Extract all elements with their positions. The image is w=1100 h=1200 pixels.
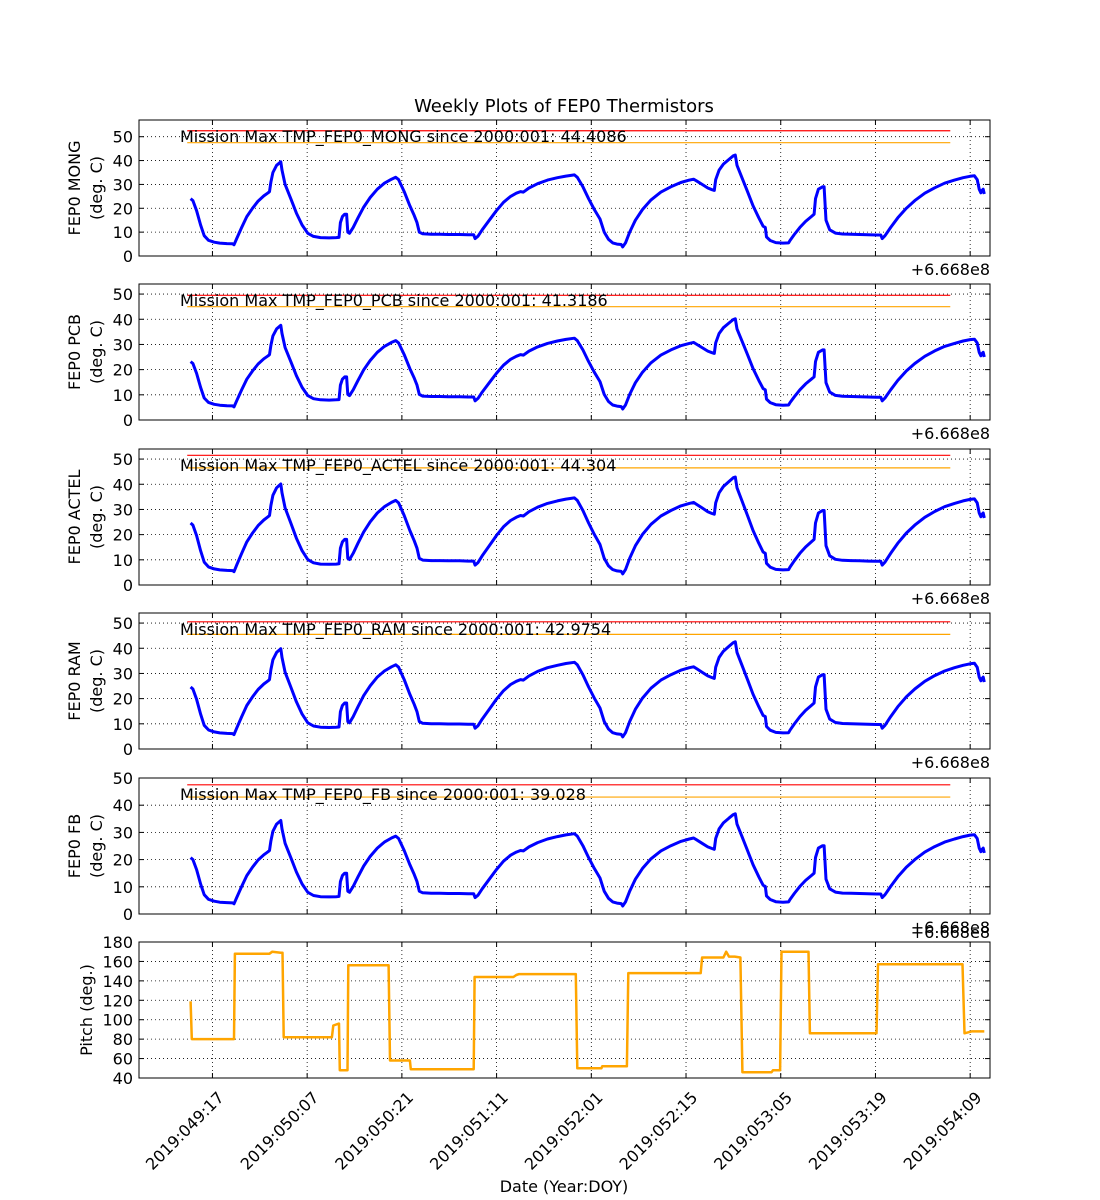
panel-0: 0 10 20 30 40 50 Mission Max TMP_FEP0_MONG sin… <box>65 119 991 279</box>
y-tick-label: 10 <box>113 715 133 734</box>
y-tick-label: 0 <box>123 576 133 595</box>
y-tick-label: 0 <box>123 247 133 266</box>
y-tick-label: 140 <box>102 972 133 991</box>
x-offset-label: +6.668e8 <box>911 424 990 443</box>
y-tick-label: 20 <box>113 199 133 218</box>
y-tick-label: 0 <box>123 905 133 924</box>
y-tick-label: 40 <box>113 475 133 494</box>
y-tick-label: 40 <box>113 1069 133 1088</box>
y-tick-label: 50 <box>113 285 133 304</box>
y-tick-label: 20 <box>113 851 133 870</box>
y-tick-label: 20 <box>113 526 133 545</box>
x-offset-label: +6.668e8 <box>911 589 990 608</box>
x-offset-label: +6.668e8 <box>911 918 990 937</box>
y-tick-label: 40 <box>113 152 133 171</box>
y-tick-label: 30 <box>113 335 133 354</box>
axes-frame <box>138 777 991 915</box>
axes-frame <box>138 283 991 421</box>
temperature-series-line <box>189 317 986 411</box>
y-axis-label: FEP0 MONG (deg. C) <box>65 141 106 236</box>
y-tick-label: 0 <box>123 740 133 759</box>
y-tick-label: 30 <box>113 500 133 519</box>
y-tick-label: 40 <box>113 796 133 815</box>
y-tick-label: 10 <box>113 551 133 570</box>
axes-frame <box>138 119 991 257</box>
temperature-series-line <box>189 475 986 576</box>
y-axis-label: FEP0 ACTEL (deg. C) <box>65 469 106 564</box>
mission-max-annotation: Mission Max TMP_FEP0_ACTEL since 2000:00… <box>180 456 616 476</box>
x-tick-label: 2019:054:09 <box>900 1088 986 1174</box>
y-axis-label: FEP0 RAM (deg. C) <box>65 641 106 720</box>
y-tick-label: 50 <box>113 614 133 633</box>
y-tick-label: 180 <box>102 933 133 952</box>
mission-max-annotation: Mission Max TMP_FEP0_RAM since 2000:001:… <box>180 620 611 640</box>
temperature-series-line <box>189 640 986 739</box>
x-offset-label: +6.668e8 <box>911 260 990 279</box>
y-tick-label: 50 <box>113 769 133 788</box>
x-tick-label: 2019:053:19 <box>805 1088 891 1174</box>
y-tick-label: 50 <box>113 128 133 147</box>
y-axis-label: Pitch (deg.) <box>77 964 96 1056</box>
y-tick-label: 0 <box>123 411 133 430</box>
x-tick-label: 2019:052:01 <box>521 1088 607 1174</box>
mission-max-annotation: Mission Max TMP_FEP0_FB since 2000:001: … <box>180 785 586 805</box>
x-axis-label: Date (Year:DOY) <box>500 1177 629 1196</box>
x-tick-label: 2019:049:17 <box>142 1088 228 1174</box>
figure-title: Weekly Plots of FEP0 Thermistors <box>414 96 714 117</box>
y-tick-label: 10 <box>113 878 133 897</box>
y-tick-label: 40 <box>113 310 133 329</box>
y-tick-label: 60 <box>113 1050 133 1069</box>
axes-frame <box>138 612 991 750</box>
axes-frame <box>138 448 991 586</box>
y-tick-label: 20 <box>113 361 133 380</box>
panel-1: 0 10 20 30 40 50 Mission Max TMP_FEP0_PCB sinc… <box>65 283 991 443</box>
y-tick-label: 160 <box>102 952 133 971</box>
temperature-series-line <box>189 812 986 908</box>
axes-frame <box>138 941 991 1079</box>
x-offset-label: +6.668e8 <box>911 753 990 772</box>
panel-2: 0 10 20 30 40 50 Mission Max TMP_FEP0_ACTEL si… <box>65 448 991 608</box>
y-tick-label: 40 <box>113 639 133 658</box>
y-tick-label: 20 <box>113 690 133 709</box>
y-tick-label: 100 <box>102 1011 133 1030</box>
temperature-series-line <box>189 153 986 249</box>
y-tick-label: 120 <box>102 991 133 1010</box>
y-tick-label: 10 <box>113 223 133 242</box>
y-tick-label: 30 <box>113 175 133 194</box>
panel-3: 0 10 20 30 40 50 Mission Max TMP_FEP0_RAM sinc… <box>65 612 991 772</box>
y-tick-label: 30 <box>113 664 133 683</box>
y-tick-label: 50 <box>113 450 133 469</box>
mission-max-annotation: Mission Max TMP_FEP0_PCB since 2000:001:… <box>180 291 608 311</box>
x-tick-label: 2019:050:07 <box>237 1088 323 1174</box>
x-offset-label: +6.668e8 <box>911 923 990 942</box>
y-tick-label: 80 <box>113 1030 133 1049</box>
x-tick-label: 2019:053:05 <box>710 1088 796 1174</box>
y-axis-label: FEP0 PCB (deg. C) <box>65 314 106 390</box>
y-tick-label: 10 <box>113 386 133 405</box>
x-tick-label: 2019:050:21 <box>331 1088 417 1174</box>
y-tick-label: 30 <box>113 823 133 842</box>
mission-max-annotation: Mission Max TMP_FEP0_MONG since 2000:001… <box>180 127 627 147</box>
x-tick-label: 2019:051:11 <box>426 1088 512 1174</box>
pitch-series-line <box>189 950 985 1074</box>
panel-4: 0 10 20 30 40 50 Mission Max TMP_FEP0_FB since… <box>65 769 991 937</box>
x-tick-label: 2019:052:15 <box>615 1088 701 1174</box>
y-axis-label: FEP0 FB (deg. C) <box>65 814 106 878</box>
